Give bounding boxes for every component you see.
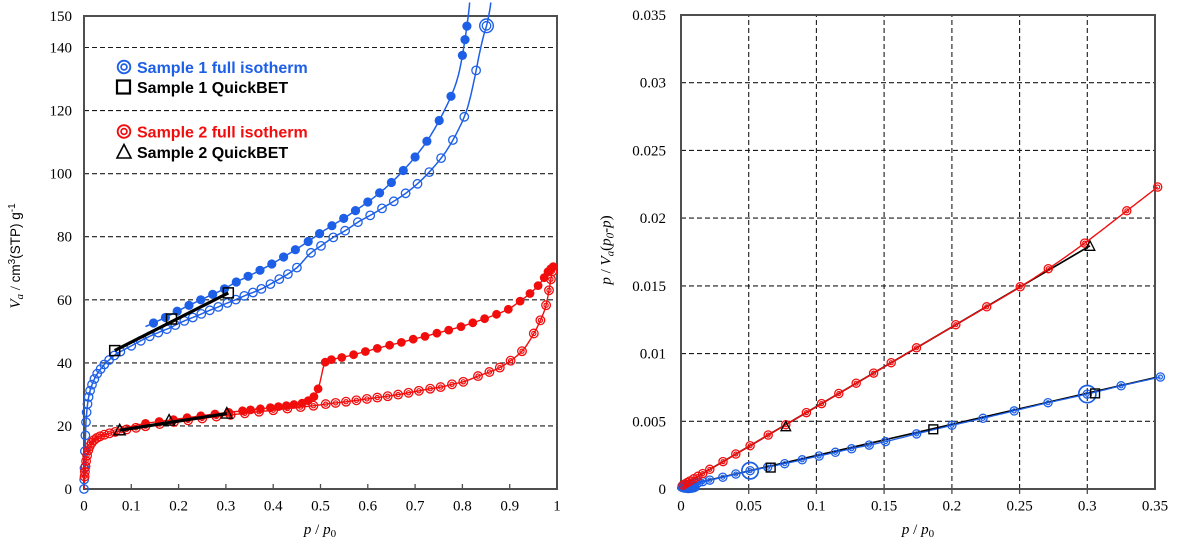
svg-text:80: 80 bbox=[57, 230, 72, 246]
svg-text:Sample 1 QuickBET: Sample 1 QuickBET bbox=[137, 80, 288, 97]
svg-text:20: 20 bbox=[57, 419, 72, 435]
svg-text:Va / cm3(STP) g-1: Va / cm3(STP) g-1 bbox=[7, 203, 26, 309]
svg-text:0.3: 0.3 bbox=[1078, 499, 1097, 515]
svg-text:0.015: 0.015 bbox=[632, 279, 666, 295]
svg-text:0.03: 0.03 bbox=[640, 76, 666, 92]
svg-text:p / p0: p / p0 bbox=[901, 522, 935, 540]
svg-text:0.01: 0.01 bbox=[640, 347, 666, 363]
svg-text:0: 0 bbox=[80, 499, 88, 515]
svg-text:0.05: 0.05 bbox=[736, 499, 762, 515]
svg-text:0.7: 0.7 bbox=[406, 499, 425, 515]
svg-text:0.2: 0.2 bbox=[169, 499, 188, 515]
svg-text:60: 60 bbox=[57, 293, 72, 309]
svg-text:0.8: 0.8 bbox=[453, 499, 472, 515]
svg-text:40: 40 bbox=[57, 356, 72, 372]
svg-text:140: 140 bbox=[50, 41, 73, 57]
svg-text:0: 0 bbox=[677, 499, 685, 515]
svg-text:0.15: 0.15 bbox=[871, 499, 897, 515]
svg-text:0.5: 0.5 bbox=[311, 499, 330, 515]
svg-text:Sample 1 full isotherm: Sample 1 full isotherm bbox=[137, 60, 308, 77]
svg-text:Sample 2 full isotherm: Sample 2 full isotherm bbox=[137, 125, 308, 142]
svg-text:0.005: 0.005 bbox=[632, 414, 666, 430]
svg-text:p / Va(p0-p): p / Va(p0-p) bbox=[599, 215, 617, 285]
svg-text:0: 0 bbox=[659, 482, 667, 498]
svg-text:0: 0 bbox=[65, 482, 73, 498]
svg-text:0.1: 0.1 bbox=[807, 499, 826, 515]
svg-text:Sample 2 QuickBET: Sample 2 QuickBET bbox=[137, 145, 288, 162]
svg-text:120: 120 bbox=[50, 104, 73, 120]
svg-text:0.02: 0.02 bbox=[640, 211, 666, 227]
svg-text:0.25: 0.25 bbox=[1006, 499, 1032, 515]
svg-text:0.1: 0.1 bbox=[122, 499, 141, 515]
svg-text:100: 100 bbox=[50, 167, 73, 183]
svg-text:1: 1 bbox=[553, 499, 561, 515]
svg-text:0.2: 0.2 bbox=[943, 499, 962, 515]
svg-text:0.035: 0.035 bbox=[632, 8, 666, 24]
svg-text:0.4: 0.4 bbox=[264, 499, 283, 515]
svg-text:0.35: 0.35 bbox=[1142, 499, 1168, 515]
svg-text:0.3: 0.3 bbox=[217, 499, 236, 515]
svg-text:150: 150 bbox=[50, 9, 73, 25]
svg-text:0.9: 0.9 bbox=[500, 499, 519, 515]
svg-text:p / p0: p / p0 bbox=[303, 522, 337, 540]
svg-text:0.6: 0.6 bbox=[358, 499, 377, 515]
svg-text:0.025: 0.025 bbox=[632, 143, 666, 159]
